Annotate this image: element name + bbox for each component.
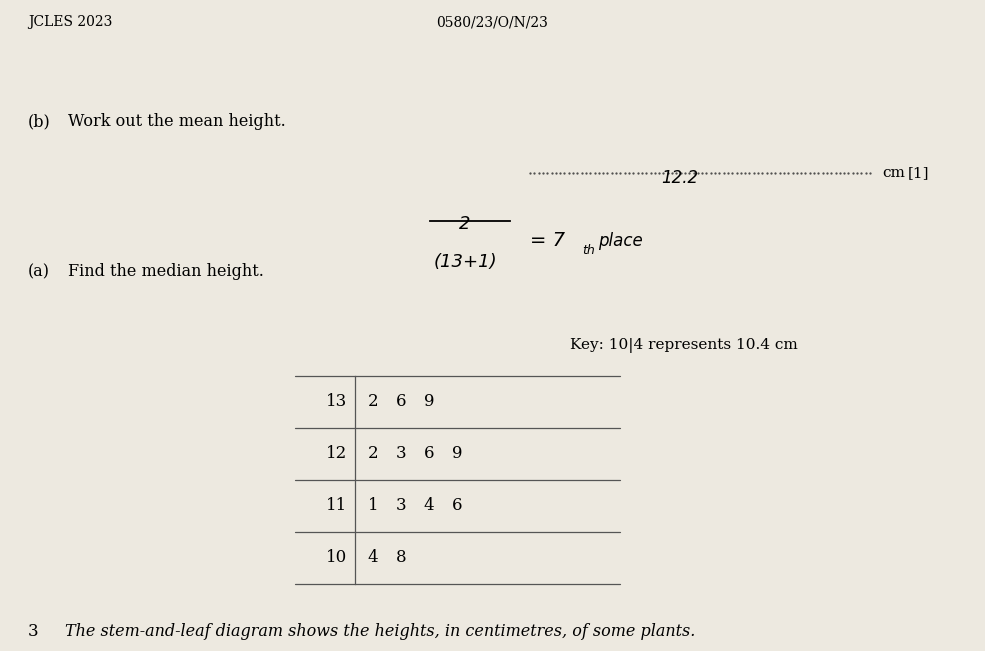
Text: (13+1): (13+1) (433, 253, 496, 271)
Text: 9: 9 (452, 445, 462, 462)
Text: [1]: [1] (908, 166, 930, 180)
Text: 6: 6 (396, 393, 406, 411)
Text: (a): (a) (28, 263, 50, 280)
Text: 2: 2 (367, 445, 378, 462)
Text: The stem-and-leaf diagram shows the heights, in centimetres, of some plants.: The stem-and-leaf diagram shows the heig… (65, 623, 695, 640)
Text: 12.2: 12.2 (662, 169, 698, 187)
Text: 11: 11 (326, 497, 347, 514)
Text: 6: 6 (424, 445, 434, 462)
Text: 2: 2 (367, 393, 378, 411)
Text: Key: 10|4 represents 10.4 cm: Key: 10|4 represents 10.4 cm (570, 338, 798, 353)
Text: 2: 2 (459, 215, 471, 233)
Text: 6: 6 (452, 497, 462, 514)
Text: (b): (b) (28, 113, 51, 130)
Text: 3: 3 (28, 623, 38, 640)
Text: 13: 13 (326, 393, 347, 411)
Text: JCLES 2023: JCLES 2023 (28, 15, 112, 29)
Text: 3: 3 (396, 497, 407, 514)
Text: 8: 8 (396, 549, 407, 566)
Text: 3: 3 (396, 445, 407, 462)
Text: Work out the mean height.: Work out the mean height. (68, 113, 286, 130)
Text: 0580/23/O/N/23: 0580/23/O/N/23 (436, 15, 549, 29)
Text: 4: 4 (424, 497, 434, 514)
Text: place: place (598, 232, 643, 250)
Text: 4: 4 (367, 549, 378, 566)
Text: 10: 10 (326, 549, 347, 566)
Text: Find the median height.: Find the median height. (68, 263, 264, 280)
Text: 12: 12 (326, 445, 347, 462)
Text: 9: 9 (424, 393, 434, 411)
Text: cm: cm (882, 166, 905, 180)
Text: = 7: = 7 (530, 232, 565, 251)
Text: 1: 1 (367, 497, 378, 514)
Text: th: th (582, 245, 595, 258)
